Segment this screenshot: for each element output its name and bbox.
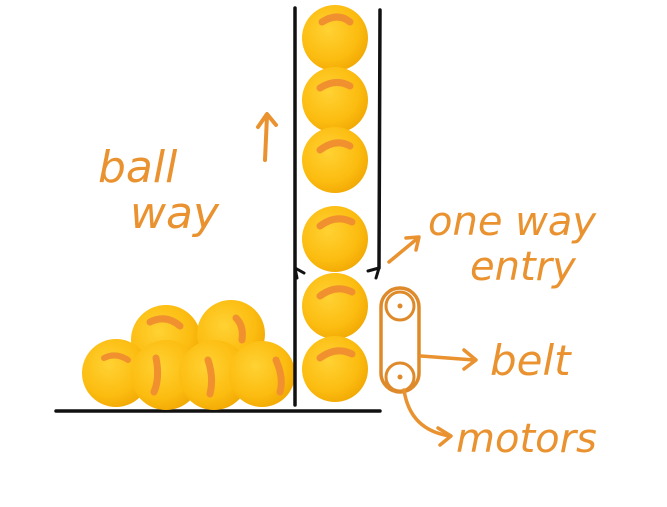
arrow-icon xyxy=(419,348,478,371)
ball-column xyxy=(302,5,368,402)
label-one-way: one way xyxy=(428,199,597,245)
label-way: way xyxy=(130,188,220,239)
ball xyxy=(302,5,368,71)
one-way-flap-right xyxy=(366,266,381,280)
ball-pile xyxy=(82,300,295,410)
ball xyxy=(179,340,249,410)
ball xyxy=(302,206,368,272)
label-entry: entry xyxy=(470,244,577,290)
motor-top xyxy=(384,290,416,322)
arrow-icon xyxy=(387,235,421,264)
ball xyxy=(302,336,368,402)
ball xyxy=(131,340,201,410)
up-arrow-icon xyxy=(256,112,278,162)
ball xyxy=(82,339,150,407)
motor-bottom xyxy=(384,361,416,393)
label-motors: motors xyxy=(456,416,597,462)
one-way-flap-left xyxy=(293,266,306,280)
ball xyxy=(302,67,368,133)
arrow-icon xyxy=(402,388,453,447)
label-ball: ball xyxy=(98,142,178,193)
ball xyxy=(302,127,368,193)
belt-assembly xyxy=(379,286,421,394)
ball xyxy=(302,273,368,339)
label-belt: belt xyxy=(490,336,572,385)
column-wall-right xyxy=(377,8,382,270)
ball xyxy=(229,341,295,407)
